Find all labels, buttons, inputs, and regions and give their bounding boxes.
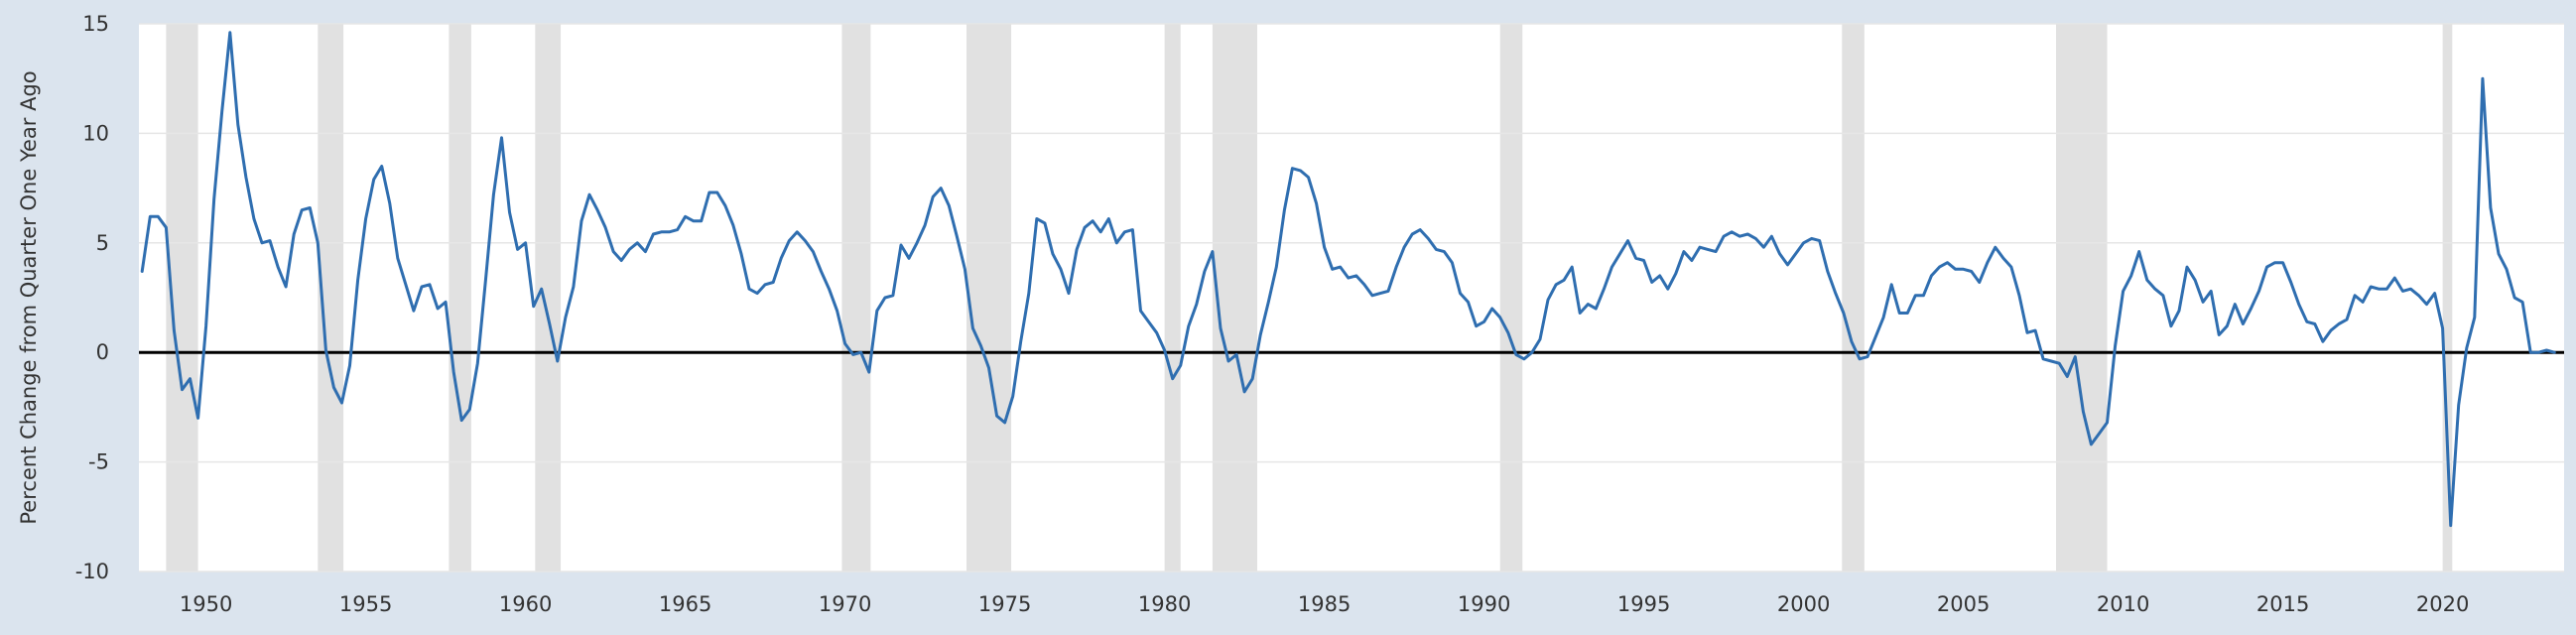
x-tick-label-14: 2020 [2416,592,2469,616]
x-tick-label-2: 1960 [499,592,552,616]
recession-band-2 [449,24,471,572]
x-tick-label-7: 1985 [1298,592,1351,616]
x-tick-label-8: 1990 [1458,592,1510,616]
recession-band-9 [1842,24,1865,572]
y-tick-label-4: -5 [88,450,109,474]
grid-lines [139,23,2564,572]
x-tick-label-6: 1980 [1138,592,1191,616]
y-tick-label-3: 0 [96,340,109,364]
recession-bands [166,24,2453,572]
recession-band-6 [1164,24,1181,572]
x-tick-label-12: 2010 [2097,592,2149,616]
y-tick-label-5: -10 [75,560,109,583]
y-axis-label: Percent Change from Quarter One Year Ago [17,70,41,524]
x-tick-label-3: 1965 [659,592,711,616]
x-tick-label-5: 1975 [978,592,1031,616]
x-tick-label-10: 2000 [1777,592,1830,616]
x-tick-label-11: 2005 [1937,592,1990,616]
x-tick-label-13: 2015 [2256,592,2309,616]
recession-band-3 [535,24,562,572]
recession-band-7 [1212,24,1258,572]
recession-band-10 [2056,24,2108,572]
x-tick-label-9: 1995 [1617,592,1670,616]
x-tick-label-4: 1970 [819,592,871,616]
recession-band-5 [966,24,1012,572]
recession-band-11 [2442,24,2453,572]
y-tick-label-0: 15 [82,12,109,36]
series-group [140,31,2556,528]
recession-band-4 [841,24,871,572]
y-axis-ticks: 15 10 5 0 -5 -10 [75,12,109,583]
y-tick-label-1: 10 [82,121,109,145]
x-tick-label-1: 1955 [339,592,392,616]
y-tick-label-2: 5 [96,231,109,255]
series-line-0 [140,31,2556,528]
x-tick-label-0: 1950 [180,592,232,616]
x-axis-ticks: 1950 1955 1960 1965 1970 1975 1980 1985 1990 1995… [180,592,2469,616]
recession-band-8 [1499,24,1523,572]
